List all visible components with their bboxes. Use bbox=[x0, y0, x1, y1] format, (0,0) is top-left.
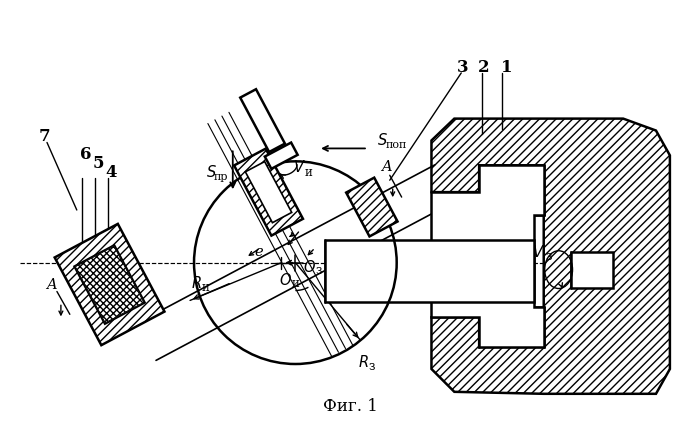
Text: $O$: $O$ bbox=[279, 272, 292, 288]
Text: A: A bbox=[45, 278, 57, 292]
Polygon shape bbox=[74, 245, 145, 324]
Text: h: h bbox=[410, 250, 421, 264]
Text: поп: поп bbox=[386, 140, 408, 150]
Text: Фиг. 1: Фиг. 1 bbox=[322, 398, 377, 415]
Polygon shape bbox=[346, 178, 398, 236]
Text: 4: 4 bbox=[106, 164, 117, 181]
Text: 7: 7 bbox=[38, 128, 50, 145]
Text: $S$: $S$ bbox=[206, 164, 216, 180]
Text: 3: 3 bbox=[456, 60, 468, 76]
Text: A: A bbox=[382, 160, 392, 174]
Text: $R$: $R$ bbox=[191, 275, 201, 291]
Polygon shape bbox=[55, 224, 164, 345]
Polygon shape bbox=[570, 252, 613, 287]
Polygon shape bbox=[245, 162, 291, 223]
Text: з: з bbox=[316, 264, 322, 277]
Text: з: з bbox=[368, 360, 375, 374]
Text: пр: пр bbox=[214, 172, 228, 182]
Text: 5: 5 bbox=[93, 155, 104, 172]
Polygon shape bbox=[234, 149, 303, 235]
Text: $O$: $O$ bbox=[303, 259, 316, 275]
Polygon shape bbox=[265, 142, 298, 169]
Text: $V$: $V$ bbox=[533, 244, 545, 260]
Text: e: e bbox=[254, 245, 263, 259]
Polygon shape bbox=[325, 240, 534, 303]
Text: $S$: $S$ bbox=[377, 133, 388, 148]
Text: 6: 6 bbox=[80, 146, 92, 163]
Text: и: и bbox=[291, 277, 299, 290]
Text: и: и bbox=[305, 165, 312, 178]
Text: α: α bbox=[271, 213, 282, 230]
Text: $V$: $V$ bbox=[293, 159, 306, 175]
Text: з: з bbox=[545, 250, 552, 263]
Text: 2: 2 bbox=[478, 60, 490, 76]
Polygon shape bbox=[431, 165, 544, 347]
Text: 1: 1 bbox=[501, 60, 512, 76]
Text: $R$: $R$ bbox=[357, 354, 368, 370]
Text: и: и bbox=[202, 281, 210, 294]
Polygon shape bbox=[431, 119, 670, 394]
Polygon shape bbox=[240, 89, 285, 152]
